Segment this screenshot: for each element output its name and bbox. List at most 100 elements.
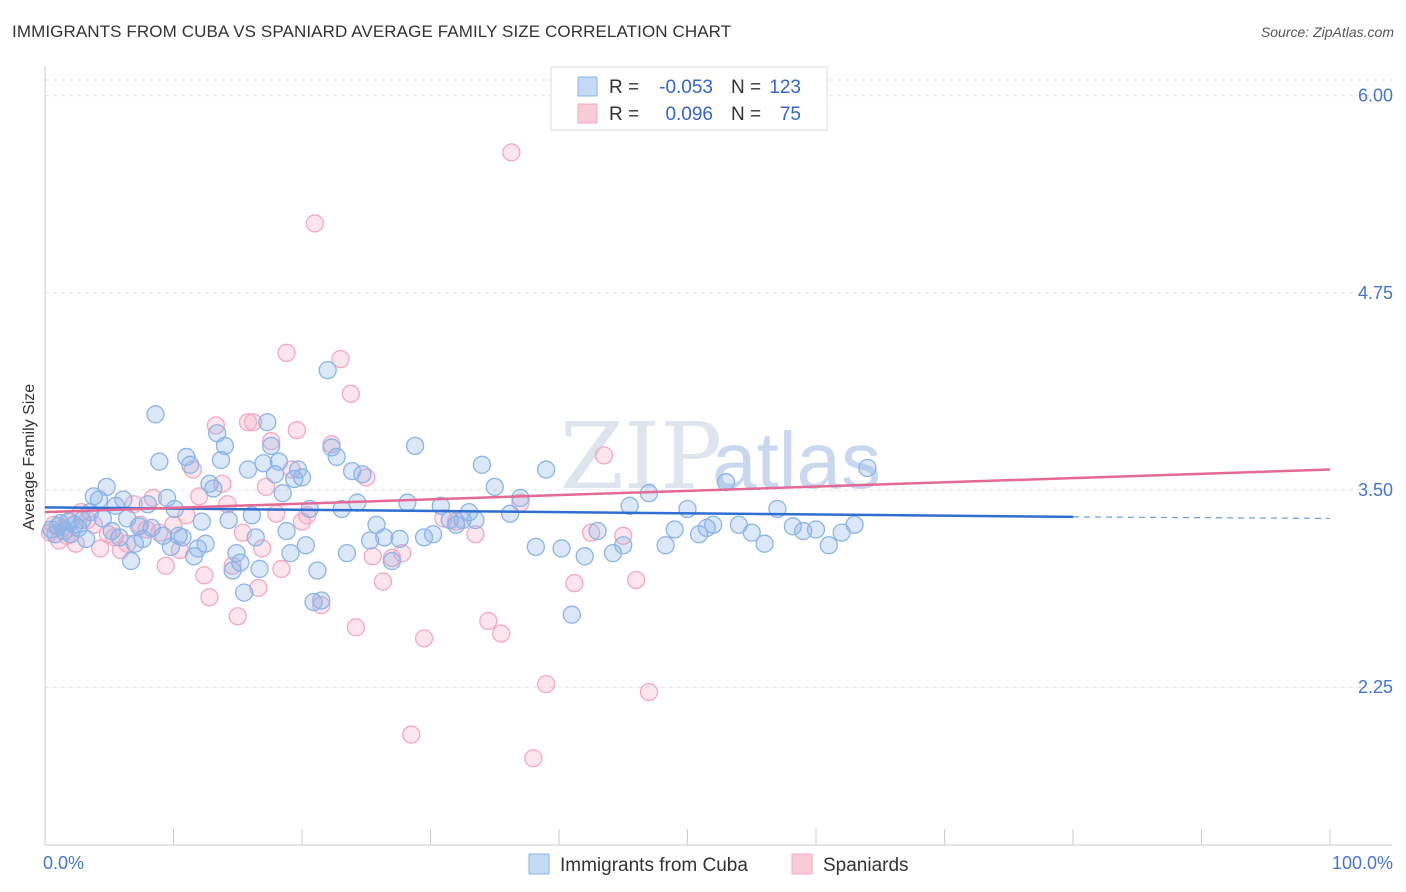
y-tick-label: 6.00 xyxy=(1358,86,1393,106)
cuba-point xyxy=(614,536,633,555)
legend-swatch-pink xyxy=(577,103,598,124)
cuba-trend-line-extension xyxy=(1072,516,1331,520)
cuba-point xyxy=(219,510,238,530)
spaniards-point xyxy=(195,566,214,585)
spaniards-point xyxy=(466,525,485,544)
cuba-point xyxy=(296,536,316,555)
spaniards-point xyxy=(267,504,286,523)
cuba-point xyxy=(588,521,607,541)
spaniards-point xyxy=(200,588,219,607)
spaniards-point xyxy=(305,214,325,233)
cuba-point xyxy=(277,521,296,541)
bottom-legend-label-spaniards: Spaniards xyxy=(823,855,909,876)
cuba-point xyxy=(375,528,394,547)
cuba-point xyxy=(398,493,417,512)
legend-r-label: R = xyxy=(609,77,639,98)
legend-swatch-blue xyxy=(577,76,598,97)
spaniards-point xyxy=(614,526,633,545)
spaniards-point xyxy=(244,413,263,432)
cuba-point xyxy=(258,413,277,432)
spaniards-point xyxy=(594,446,614,465)
spaniards-point xyxy=(402,725,421,744)
spaniards-point xyxy=(363,547,382,566)
cuba-point xyxy=(716,473,736,492)
cuba-point xyxy=(181,455,200,474)
cuba-point xyxy=(819,536,838,555)
spaniards-point xyxy=(262,431,281,451)
cuba-point xyxy=(308,561,327,580)
cuba-point xyxy=(254,454,273,473)
legend-n-label: N = xyxy=(731,77,761,98)
spaniards-point xyxy=(639,682,659,702)
cuba-point xyxy=(227,544,246,563)
cuba-point xyxy=(273,484,292,503)
spaniards-point xyxy=(91,539,110,558)
x-tick-label-start: 0.0% xyxy=(43,853,84,873)
cuba-point xyxy=(575,547,594,566)
spaniards-point xyxy=(331,349,350,369)
spaniards-point xyxy=(581,523,601,542)
cuba-point xyxy=(150,452,169,471)
y-tick-label: 2.25 xyxy=(1358,677,1393,697)
cuba-point xyxy=(269,452,289,471)
cuba-point xyxy=(173,528,192,547)
spaniards-point xyxy=(502,143,521,162)
bottom-legend-swatch-blue xyxy=(528,853,550,875)
cuba-point xyxy=(322,438,341,457)
cuba-point xyxy=(318,361,337,380)
cuba-point xyxy=(845,515,864,534)
correlation-legend: R = -0.053 N = 123 R = 0.096 N = 75 xyxy=(550,66,828,131)
cuba-point xyxy=(312,591,331,610)
spaniards-point xyxy=(537,674,556,694)
spaniards-point xyxy=(256,477,276,497)
cuba-point xyxy=(665,520,684,539)
cuba-point xyxy=(620,496,639,515)
cuba-point xyxy=(783,517,803,536)
cuba-point xyxy=(97,477,116,497)
cuba-point xyxy=(138,495,157,514)
spaniards-point xyxy=(272,559,291,579)
cuba-point xyxy=(552,539,571,558)
spaniards-point xyxy=(346,618,366,637)
spaniards-point xyxy=(626,570,646,590)
chart-title: IMMIGRANTS FROM CUBA VS SPANIARD AVERAGE… xyxy=(12,22,732,41)
cuba-point xyxy=(262,436,281,456)
cuba-point xyxy=(390,529,409,549)
cuba-point xyxy=(423,525,443,544)
cuba-point xyxy=(342,461,362,481)
cuba-point xyxy=(405,436,425,456)
cuba-point xyxy=(110,528,129,547)
cuba-point xyxy=(360,531,380,550)
cuba-point xyxy=(196,534,215,553)
cuba-point xyxy=(281,544,300,563)
spaniards-point xyxy=(341,384,360,403)
spaniards-points xyxy=(40,143,659,768)
legend-n-value-pink: 75 xyxy=(780,104,801,125)
cuba-point xyxy=(466,510,485,530)
cuba-point xyxy=(235,583,254,602)
cuba-point xyxy=(562,605,581,624)
legend-n-value-blue: 123 xyxy=(769,77,801,98)
cuba-point xyxy=(472,455,492,474)
axes xyxy=(44,66,1392,846)
cuba-point xyxy=(84,487,103,506)
spaniards-point xyxy=(492,624,511,643)
cuba-point xyxy=(353,465,372,484)
cuba-point xyxy=(656,536,675,555)
cuba-point xyxy=(327,447,346,467)
bottom-legend-swatch-pink xyxy=(791,853,813,875)
spaniards-trend-line xyxy=(44,468,1331,514)
cuba-trend-line xyxy=(44,506,1074,519)
cuba-point xyxy=(678,499,697,519)
spaniards-point xyxy=(287,420,307,440)
cuba-point xyxy=(382,551,402,571)
cuba-point xyxy=(76,529,96,549)
cuba-point xyxy=(121,551,141,571)
cuba-point xyxy=(246,528,265,547)
cuba-point xyxy=(211,450,231,470)
spaniards-point xyxy=(524,749,543,768)
spaniards-point xyxy=(66,534,85,553)
cuba-point xyxy=(755,534,774,553)
spaniards-point xyxy=(565,573,584,593)
